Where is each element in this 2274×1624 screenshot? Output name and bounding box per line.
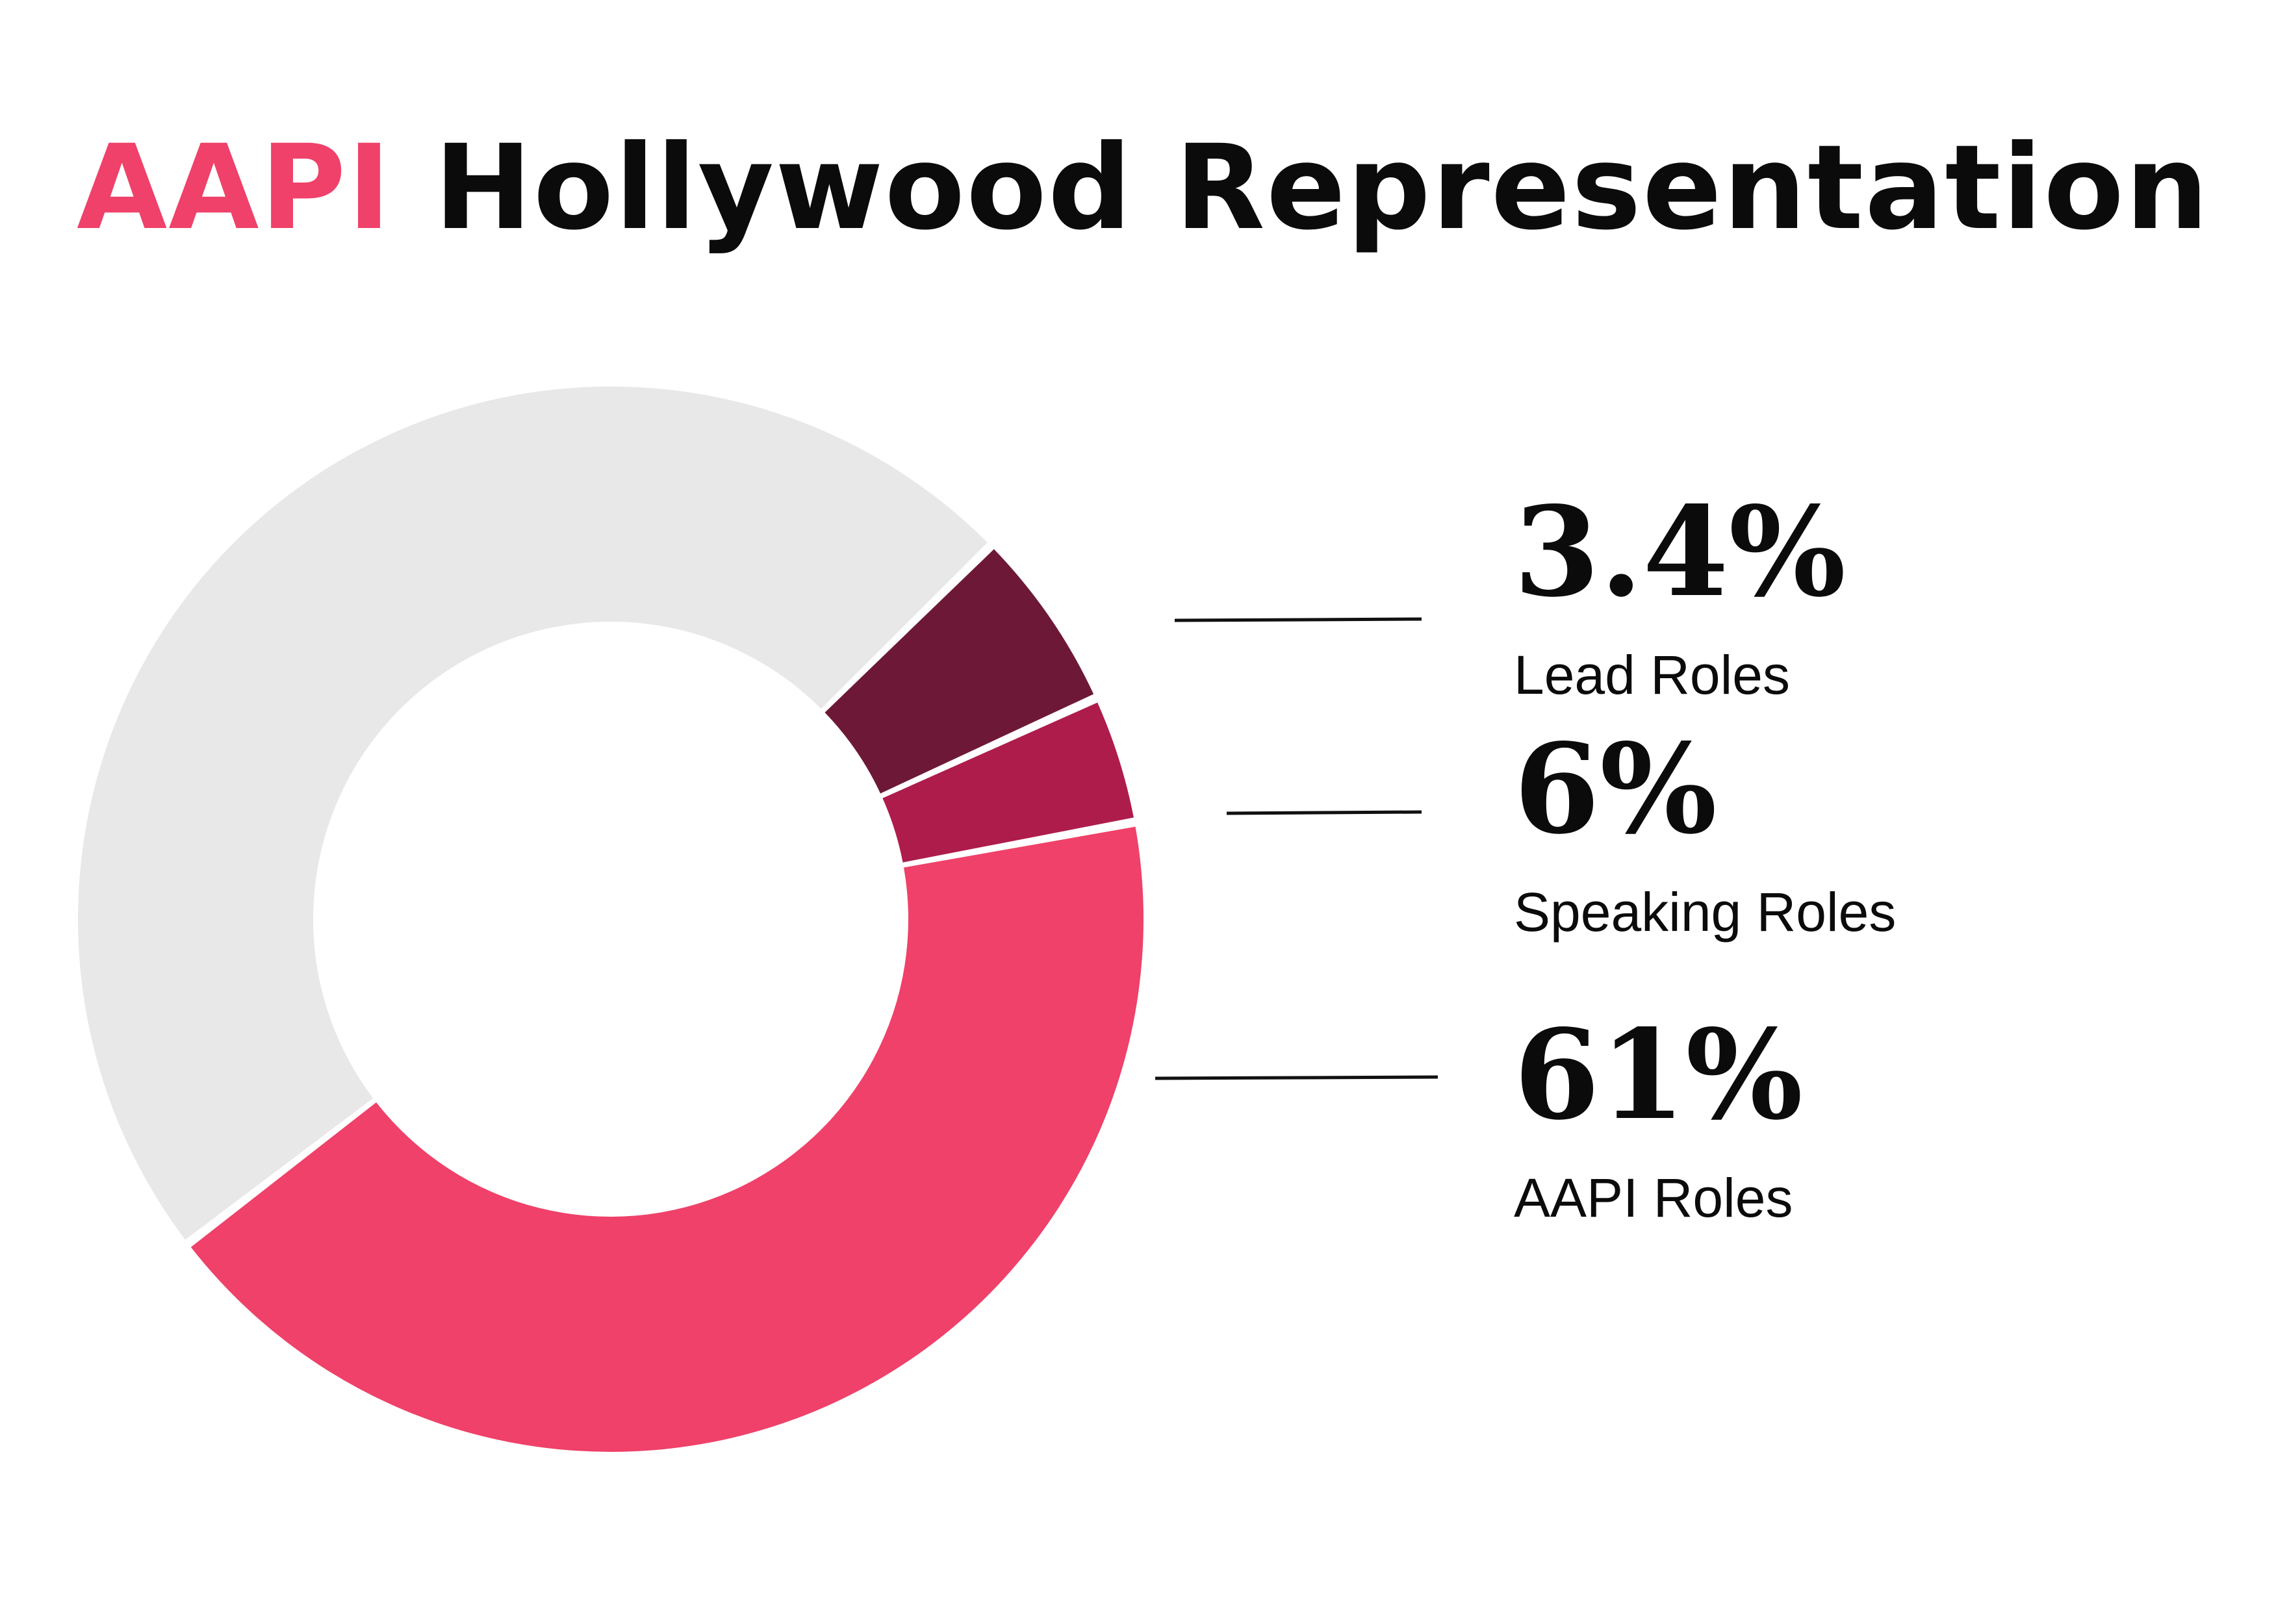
value-lead-roles: 3.4% xyxy=(1514,479,1846,624)
label-lead-roles: Lead Roles xyxy=(1514,644,1790,705)
leader-line-aapi-roles xyxy=(1155,1075,1438,1080)
label-speaking-roles: Speaking Roles xyxy=(1514,882,1897,943)
legend-entry-speaking-roles: 6% Speaking Roles xyxy=(1514,717,1897,943)
title-rest: Hollywood Representation xyxy=(434,120,2210,256)
legend-entry-lead-roles: 3.4% Lead Roles xyxy=(1514,479,1846,705)
donut-slice-speaking-roles xyxy=(882,702,1134,863)
leader-line-lead-roles xyxy=(1174,617,1422,622)
title-accent: AAPI xyxy=(77,120,392,256)
value-aapi-roles: 61% xyxy=(1514,1002,1803,1147)
leader-line-speaking-roles xyxy=(1226,810,1422,815)
legend-entry-aapi-roles: 61% AAPI Roles xyxy=(1514,1002,1803,1228)
label-aapi-roles: AAPI Roles xyxy=(1514,1167,1793,1228)
value-speaking-roles: 6% xyxy=(1514,717,1717,861)
donut-slice-lead-roles xyxy=(824,549,1094,794)
chart-title: AAPI Hollywood Representation xyxy=(77,130,2210,247)
donut-slice-aapi-roles xyxy=(190,826,1143,1452)
donut-slice-remainder xyxy=(78,387,988,1240)
